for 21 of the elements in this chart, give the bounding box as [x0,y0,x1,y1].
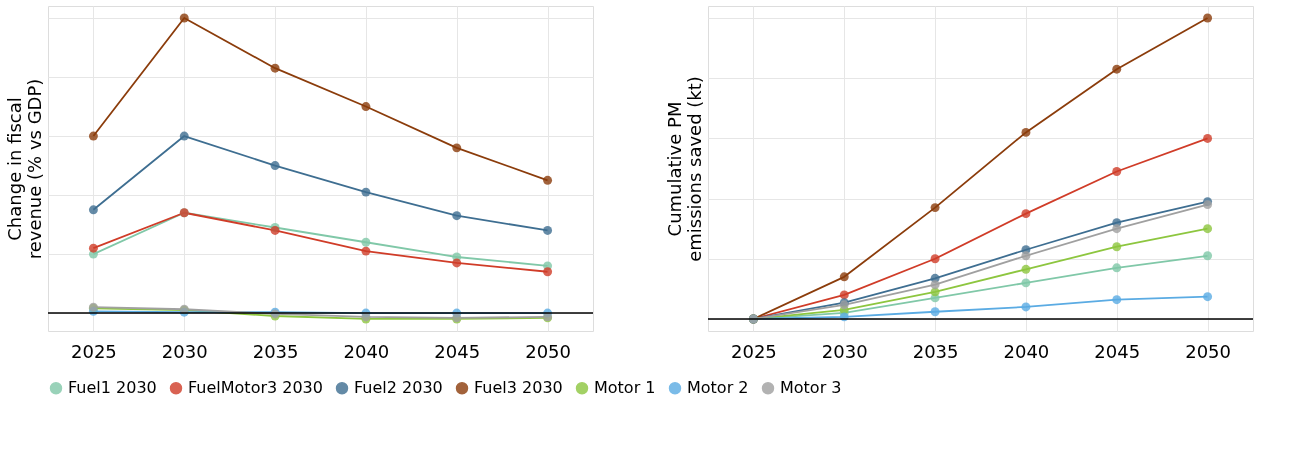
legend-label: Fuel1 2030 [68,378,157,398]
legend-label: Motor 3 [780,378,842,398]
x-tick-label: 2035 [912,340,959,362]
x-tick-label: 2025 [71,340,117,362]
y-axis-title: Change in fiscal revenue (% vs GDP) [3,78,45,260]
x-tick-label: 2040 [1003,340,1050,362]
legend-label: Motor 1 [594,378,656,398]
legend-label: FuelMotor3 2030 [188,378,323,398]
x-tick-label: 2025 [731,340,777,362]
x-tick-label: 2045 [434,340,481,362]
x-tick-label: 2030 [161,340,208,362]
y-axis-title: Cumulative PM emissions saved (kt) [663,76,705,262]
legend-label: Fuel3 2030 [474,378,563,398]
legend-label: Fuel2 2030 [354,378,443,398]
x-tick-label: 2045 [1094,340,1141,362]
x-tick-label: 2030 [821,340,868,362]
x-tick-label: 2035 [252,340,299,362]
legend-label: Motor 2 [687,378,749,398]
x-tick-label: 2040 [343,340,390,362]
x-tick-label: 2050 [1185,340,1231,362]
x-tick-label: 2050 [525,340,571,362]
